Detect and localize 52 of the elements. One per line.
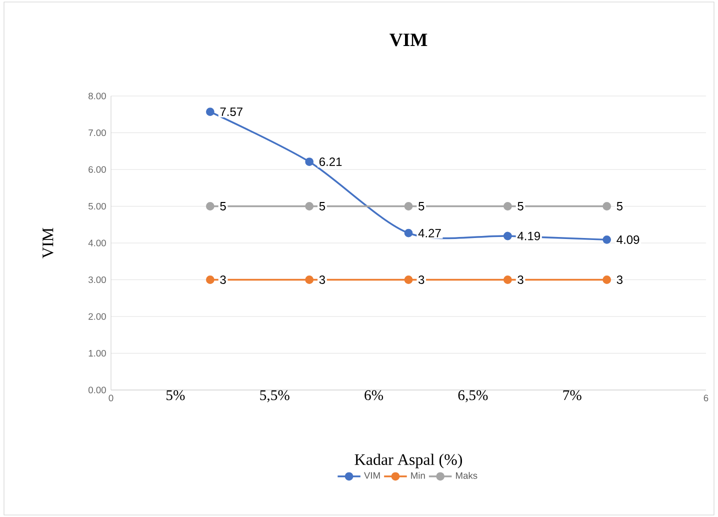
point — [404, 276, 413, 284]
text: 5% — [166, 390, 185, 400]
y-tick-label: 7.00 — [88, 129, 106, 136]
data-label: 4.09 — [616, 235, 640, 244]
point — [602, 276, 612, 284]
y-tick-label: 0.00 — [88, 386, 106, 394]
point — [305, 276, 314, 284]
y-tick-label: 3.00 — [88, 276, 106, 284]
y-tick-label: 8.00 — [88, 92, 106, 100]
point — [503, 202, 512, 210]
chart-title: VIM — [390, 34, 428, 46]
data-label: 4.27 — [418, 228, 441, 238]
point — [206, 276, 214, 284]
legend-label: Min — [411, 472, 425, 479]
y-axis-title: VIM — [42, 228, 54, 258]
y-tick-label: 4.00 — [88, 240, 106, 246]
text: 7% — [563, 390, 582, 400]
point — [404, 228, 413, 238]
data-label: 5 — [319, 202, 326, 210]
data-label: 5 — [418, 202, 424, 210]
data-label: 3 — [616, 275, 623, 284]
point — [503, 232, 512, 240]
legend-label: VIM — [364, 472, 380, 479]
point — [503, 276, 512, 284]
point — [206, 108, 214, 116]
y-tick-label: 6.00 — [88, 166, 106, 173]
data-label: 5 — [220, 202, 226, 210]
y-tick-label: 2.00 — [88, 313, 106, 320]
y-tick-label: 5.00 — [88, 202, 106, 210]
x-axis-title: Kadar Aspal (%) — [354, 454, 462, 468]
x-tick-label: 0 — [108, 394, 114, 402]
point — [602, 202, 612, 210]
data-label: 3 — [418, 275, 424, 284]
x-tick-label: 6 — [704, 394, 708, 402]
point — [404, 202, 413, 210]
text: 6,5% — [458, 390, 488, 402]
data-label: 3 — [220, 275, 226, 284]
data-label: 4.19 — [517, 232, 540, 240]
point — [206, 202, 214, 210]
data-label: 6.21 — [319, 158, 342, 166]
point — [602, 235, 612, 244]
y-tick-label: 1.00 — [88, 350, 106, 357]
data-label: 3 — [319, 275, 326, 284]
point — [305, 158, 314, 166]
data-label: 5 — [518, 202, 524, 210]
data-label: 3 — [518, 275, 524, 284]
point — [305, 202, 314, 210]
data-label: 7.57 — [220, 108, 242, 116]
legend-label: Maks — [456, 472, 478, 479]
text: 5,5% — [260, 390, 290, 402]
data-label: 5 — [616, 202, 623, 210]
text: 6% — [364, 390, 384, 400]
